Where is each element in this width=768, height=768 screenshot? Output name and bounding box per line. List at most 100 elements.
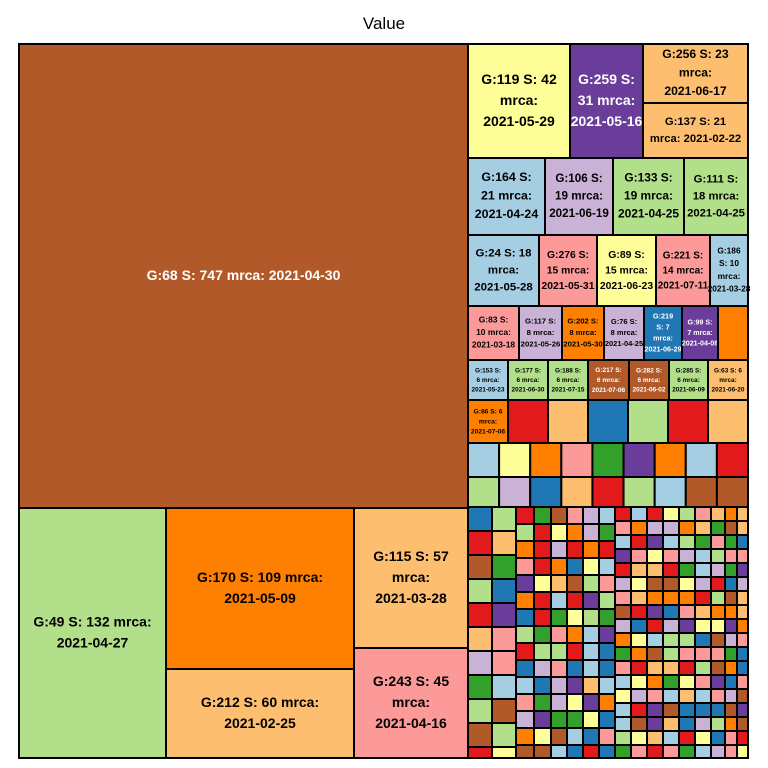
- treemap-tile: [736, 506, 749, 522]
- tile-label: G:186 S: 10 mrca: 2021-03-28: [708, 246, 751, 294]
- treemap-tile: [515, 642, 535, 661]
- treemap-tile: [724, 506, 738, 522]
- treemap-tile: [591, 476, 625, 508]
- tile-label: G:68 S: 747 mrca: 2021-04-30: [147, 267, 341, 283]
- treemap-tile: [566, 540, 584, 559]
- treemap-tile: [736, 688, 749, 704]
- treemap-tile: [614, 702, 632, 718]
- treemap-tile: [518, 305, 563, 361]
- treemap-tile: [630, 688, 648, 704]
- treemap-tile: [710, 730, 726, 746]
- treemap-tile: [515, 744, 535, 759]
- treemap-tile: [566, 659, 584, 678]
- treemap-tile: [736, 632, 749, 648]
- treemap-tile: [587, 399, 629, 444]
- treemap-tile: [566, 744, 584, 759]
- treemap-tile: [694, 562, 712, 578]
- tile-label: G:276 S: 15 mrca: 2021-05-31: [542, 250, 595, 292]
- treemap-tile: [467, 442, 501, 478]
- treemap-tile: [694, 520, 712, 536]
- treemap-tile: [646, 716, 664, 732]
- treemap-tile: [515, 608, 535, 627]
- treemap-tile: [491, 554, 517, 580]
- treemap-tile: [630, 632, 648, 648]
- treemap-tile: [550, 693, 568, 712]
- treemap-tile: [533, 591, 552, 610]
- treemap-tile: [582, 625, 600, 644]
- treemap-tile: [598, 676, 616, 695]
- treemap-tile: [529, 442, 563, 478]
- treemap-tile: [678, 632, 696, 648]
- treemap-tile: [724, 702, 738, 718]
- treemap-tile: [630, 674, 648, 690]
- treemap-tile: [724, 730, 738, 746]
- treemap-tile: [550, 574, 568, 593]
- treemap-tile: [515, 540, 535, 559]
- treemap-tile: [662, 688, 680, 704]
- treemap-tile: [515, 591, 535, 610]
- treemap-tile: [678, 716, 696, 732]
- tile-label: G:76 S: 8 mrca: 2021-04-25: [605, 317, 643, 348]
- treemap-tile: [491, 650, 517, 676]
- treemap-tile: [646, 702, 664, 718]
- treemap-tile: [547, 399, 589, 444]
- treemap-tile: [646, 604, 664, 620]
- treemap-tile: [678, 562, 696, 578]
- treemap-tile: [678, 590, 696, 606]
- treemap-tile: [662, 604, 680, 620]
- treemap-tile: [582, 676, 600, 695]
- treemap-tile: [627, 399, 669, 444]
- treemap-tile: [646, 632, 664, 648]
- treemap-tile: [491, 506, 517, 532]
- treemap-tile: [598, 523, 616, 542]
- treemap-tile: [736, 604, 749, 620]
- treemap-tile: [630, 562, 648, 578]
- treemap-tile: [710, 506, 726, 522]
- treemap-tile: [582, 693, 600, 712]
- treemap-tile: [694, 506, 712, 522]
- tile-label: G:202 S: 8 mrca: 2021-05-30: [563, 317, 602, 349]
- treemap-tile: [467, 506, 493, 532]
- treemap-tile: [467, 602, 493, 628]
- treemap-tile: [646, 660, 664, 676]
- treemap-tile: [736, 520, 749, 536]
- treemap-tile: [662, 562, 680, 578]
- treemap-tile: [533, 557, 552, 576]
- treemap-tile: [467, 746, 493, 759]
- treemap-tile: [491, 698, 517, 724]
- treemap-tile: [533, 710, 552, 729]
- treemap-tile: [591, 442, 625, 478]
- tile-label: G:153 S: 6 mrca: 2021-05-23: [472, 367, 505, 393]
- treemap-tile: [736, 562, 749, 578]
- treemap-tile: [710, 688, 726, 704]
- treemap-tile: [662, 534, 680, 550]
- treemap-tile: [491, 722, 517, 748]
- treemap-tile: [533, 676, 552, 695]
- treemap-tile: [715, 476, 750, 508]
- treemap-tile: [614, 618, 632, 634]
- treemap-tile: [515, 693, 535, 712]
- treemap-tile: [603, 305, 645, 361]
- treemap-tile: [561, 305, 605, 361]
- tile-label: G:217 S: 6 mrca: 2021-07-06: [592, 367, 626, 394]
- treemap-tile: [18, 507, 167, 759]
- treemap-tile: [678, 730, 696, 746]
- treemap-tile: [630, 576, 648, 592]
- treemap-tile: [736, 702, 749, 718]
- tile-label: G:221 S: 14 mrca: 2021-07-11: [658, 250, 709, 291]
- treemap-tile: [646, 534, 664, 550]
- treemap-tile: [630, 702, 648, 718]
- treemap-tile: [614, 506, 632, 522]
- treemap-tile: [614, 548, 632, 564]
- treemap-tile: [630, 730, 648, 746]
- treemap-tile: [662, 576, 680, 592]
- treemap-tile: [598, 642, 616, 661]
- treemap-tile: [736, 576, 749, 592]
- treemap-tile: [646, 688, 664, 704]
- treemap-tile: [724, 576, 738, 592]
- treemap-tile: [678, 576, 696, 592]
- treemap-tile: [710, 562, 726, 578]
- treemap-tile: [678, 688, 696, 704]
- treemap-tile: [550, 608, 568, 627]
- treemap-tile: [724, 674, 738, 690]
